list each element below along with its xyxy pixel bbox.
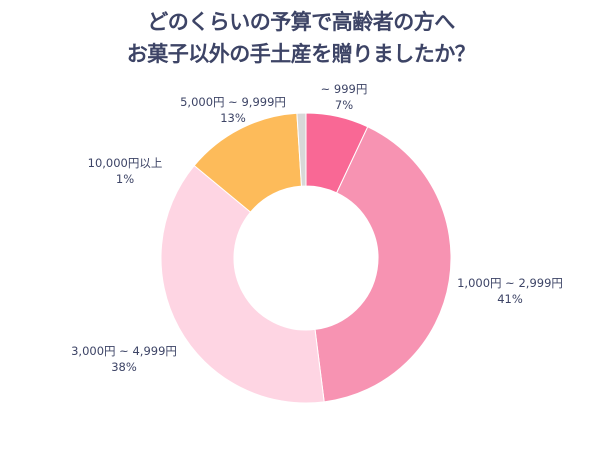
label-under-999-name: ~ 999円 [320,82,368,96]
label-3000-4999: 3,000円 ~ 4,999円 38% [71,343,177,375]
chart-title-line-2: お菓子以外の手土産を贈りましたか？ [126,42,476,66]
donut-slices [160,112,452,404]
label-under-999: ~ 999円 7% [321,81,368,113]
label-1000-2999-pct: 41% [497,292,523,306]
label-5000-9999-name: 5,000円 ~ 9,999円 [180,95,286,109]
label-5000-9999: 5,000円 ~ 9,999円 13% [180,94,286,126]
label-10000-plus: 10,000円以上 1% [88,155,163,187]
label-3000-4999-pct: 38% [111,360,137,374]
donut-slice [314,126,452,403]
label-1000-2999-name: 1,000円 ~ 2,999円 [457,276,563,290]
chart-title: どのくらいの予算で高齢者の方へ お菓子以外の手土産を贈りましたか？ [0,6,602,70]
label-1000-2999: 1,000円 ~ 2,999円 41% [457,275,563,307]
label-under-999-pct: 7% [334,98,354,112]
donut-slice [296,112,307,187]
chart-title-line-1: どのくらいの予算で高齢者の方へ [147,10,455,34]
donut-slice [160,164,325,404]
label-10000-plus-name: 10,000円以上 [87,156,163,170]
label-10000-plus-pct: 1% [115,172,135,186]
label-3000-4999-name: 3,000円 ~ 4,999円 [71,344,177,358]
label-5000-9999-pct: 13% [220,111,246,125]
